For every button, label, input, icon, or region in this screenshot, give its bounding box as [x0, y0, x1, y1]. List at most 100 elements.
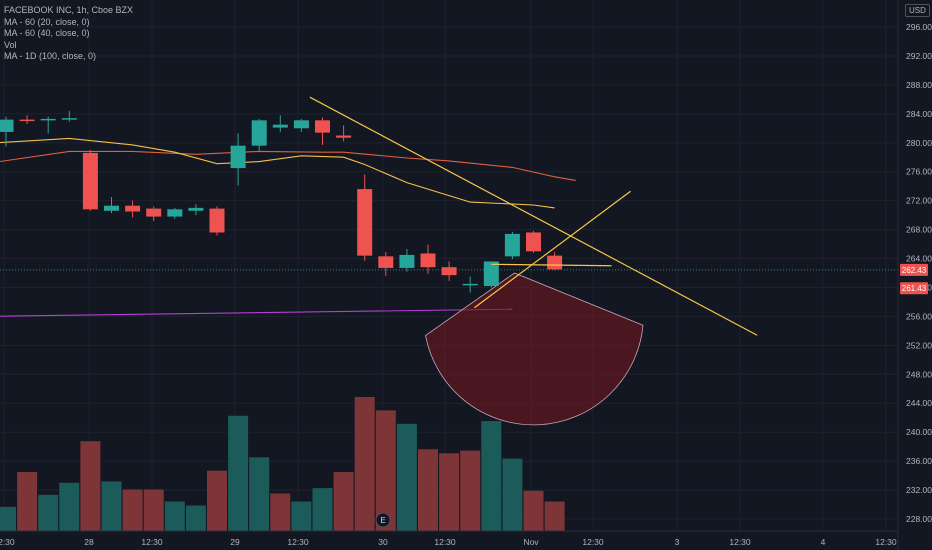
candle-body[interactable]: [19, 119, 35, 122]
volume-bar: [185, 505, 206, 531]
candle-body[interactable]: [188, 207, 204, 211]
candle-body[interactable]: [251, 120, 267, 146]
candle-body[interactable]: [504, 233, 520, 257]
candle-body[interactable]: [399, 254, 415, 268]
price-tick-label: 256.00: [906, 311, 932, 321]
ma40-line: [0, 150, 576, 181]
candle-body[interactable]: [315, 120, 330, 133]
candle-body[interactable]: [146, 208, 162, 217]
legend-volume[interactable]: Vol: [4, 39, 17, 50]
price-tick-label: 284.00: [906, 109, 932, 119]
candle-body[interactable]: [378, 256, 394, 268]
price-tick-label: 244.00: [906, 398, 932, 408]
arc-drawing[interactable]: [425, 272, 644, 426]
volume-bar: [249, 457, 270, 531]
candle-body[interactable]: [526, 232, 541, 252]
price-tick-label: 268.00: [906, 225, 932, 235]
volume-bar: [59, 482, 80, 531]
time-tick-label: 29: [230, 537, 240, 547]
time-tick-label: 3: [675, 537, 680, 547]
candle-body[interactable]: [547, 255, 563, 270]
ma100-line: [0, 308, 513, 317]
time-tick-label: Nov: [523, 537, 539, 547]
candle-body[interactable]: [336, 135, 352, 138]
volume-bar: [481, 421, 502, 531]
volume-bar: [396, 423, 417, 531]
volume-bar: [375, 410, 396, 531]
volume-bar: [333, 472, 354, 531]
candle-body[interactable]: [483, 261, 499, 287]
trendline[interactable]: [309, 96, 758, 336]
legend-ma100[interactable]: MA - 1D (100, close, 0): [4, 51, 97, 61]
price-tick-label: 240.00: [906, 427, 932, 437]
arc-shape[interactable]: [425, 272, 644, 426]
candle-body[interactable]: [40, 118, 56, 121]
legend-symbol[interactable]: FACEBOOK INC, 1h, Cboe BZX: [4, 5, 134, 15]
earnings-marker[interactable]: E: [375, 512, 391, 528]
candle-body[interactable]: [293, 120, 309, 129]
price-tags: 262.43 261.43: [900, 263, 928, 295]
volume-bar: [418, 449, 438, 531]
earnings-marker-circle[interactable]: [375, 512, 391, 528]
time-tick-label: 12:30: [287, 537, 309, 547]
trendline[interactable]: [474, 190, 631, 309]
volume-bar: [354, 397, 375, 531]
time-axis[interactable]: 12:30 28 12:30 29 12:30 30 12:30 Nov 12:30 3 12:30…: [0, 537, 897, 547]
volume-bar: [38, 494, 59, 531]
volume-bar: [122, 489, 143, 531]
time-tick-label: 12:30: [582, 537, 604, 547]
trendline[interactable]: [491, 263, 612, 267]
volume-bar: [312, 488, 333, 531]
volume-bar: [0, 506, 16, 531]
price-tag-label: 262.43: [902, 266, 927, 275]
volume-bar: [164, 501, 185, 531]
volume-bar: [439, 453, 460, 531]
volume-bar: [17, 472, 38, 531]
currency-button[interactable]: USD: [905, 4, 930, 17]
time-tick-label: 12:30: [875, 537, 897, 547]
time-tick-label: 12:30: [141, 537, 163, 547]
last-price-tag: [900, 263, 928, 276]
candle-body[interactable]: [209, 208, 225, 233]
moving-averages: [0, 137, 576, 317]
time-tick-label: 12:30: [0, 537, 15, 547]
candle-body[interactable]: [61, 118, 77, 120]
candle-body[interactable]: [357, 189, 373, 256]
legend-ma40[interactable]: MA - 60 (40, close, 0): [4, 28, 90, 38]
volume-bar: [143, 489, 164, 531]
time-tick-label: 12:30: [729, 537, 751, 547]
trendlines[interactable]: [309, 96, 758, 336]
time-tick-label: 28: [84, 537, 94, 547]
time-tick-label: 4: [821, 537, 826, 547]
volume-bar: [523, 490, 544, 531]
candles[interactable]: [0, 110, 563, 293]
candle-body[interactable]: [0, 119, 14, 132]
time-tick-label: 30: [378, 537, 388, 547]
current-price-tag: [900, 282, 928, 295]
earnings-marker-label: E: [380, 516, 385, 525]
price-tick-label: 252.00: [906, 340, 932, 350]
candle-body[interactable]: [272, 124, 288, 128]
price-tick-label: 232.00: [906, 485, 932, 495]
candle-body[interactable]: [441, 267, 457, 276]
candle-body[interactable]: [420, 253, 436, 268]
legend-ma20[interactable]: MA - 60 (20, close, 0): [4, 16, 90, 27]
candle-body[interactable]: [230, 145, 246, 169]
candle-body[interactable]: [462, 283, 478, 286]
volume-bar: [502, 458, 523, 531]
chart-legend: FACEBOOK INC, 1h, Cboe BZX MA - 60 (20, …: [4, 5, 133, 63]
volume-bar: [101, 481, 122, 531]
candle-body[interactable]: [125, 205, 141, 212]
price-tick-label: 280.00: [906, 138, 932, 148]
candle-body[interactable]: [167, 209, 183, 217]
volume-bar: [291, 501, 312, 531]
volume-bar: [544, 501, 565, 531]
candle-body[interactable]: [82, 152, 98, 210]
time-tick-label: 12:30: [434, 537, 456, 547]
price-tick-label: 272.00: [906, 196, 932, 206]
price-tick-label: 296.00: [906, 22, 932, 32]
price-tick-label: 288.00: [906, 80, 932, 90]
volume-bar: [460, 450, 481, 531]
candle-body[interactable]: [104, 205, 119, 211]
